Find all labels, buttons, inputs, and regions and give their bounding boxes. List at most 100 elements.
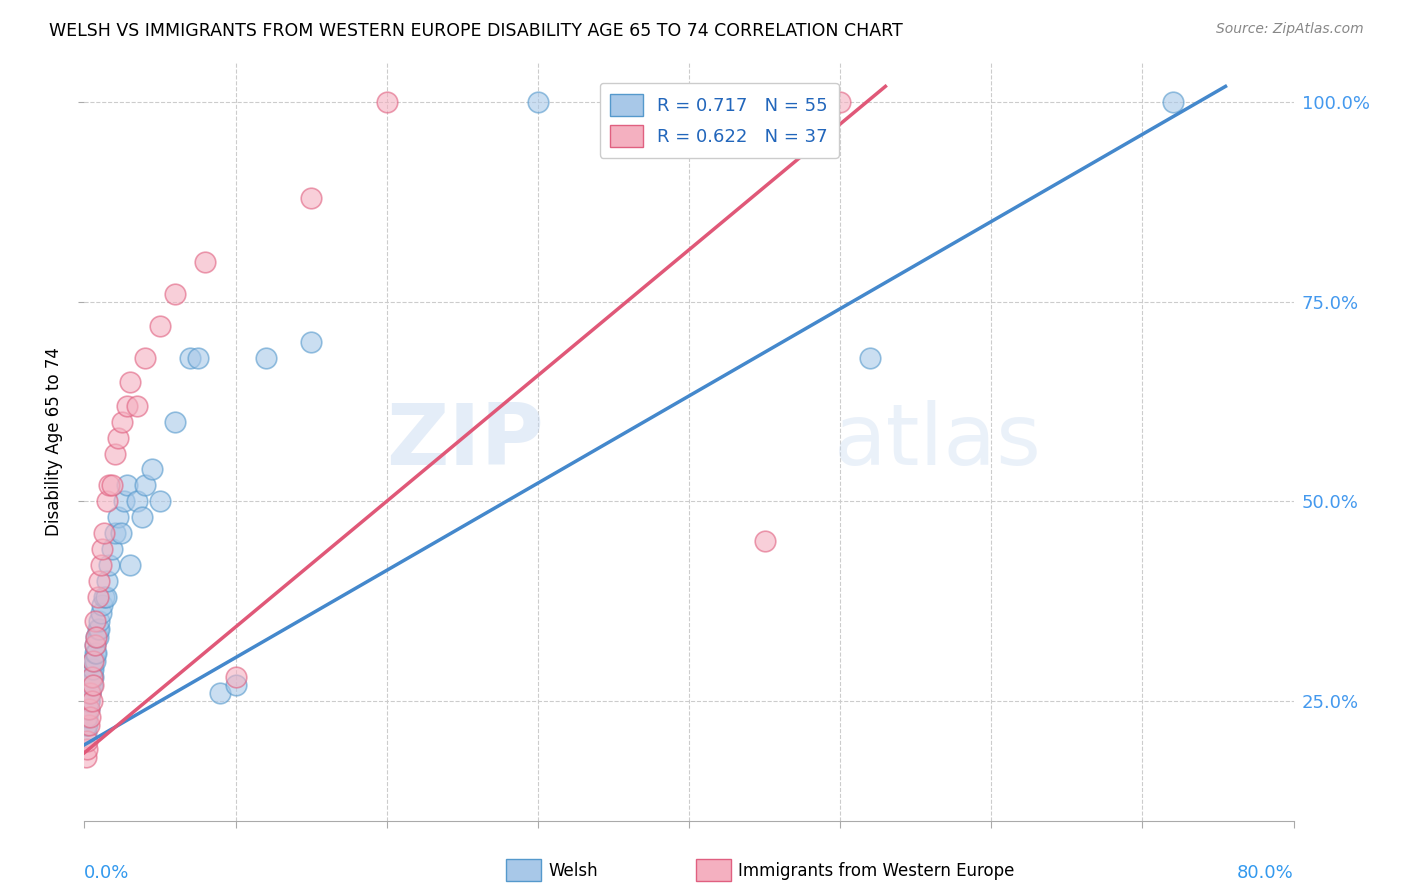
Point [87, 630, 110, 644]
Point [830, 95, 852, 110]
Point [89, 614, 111, 628]
Point [76, 718, 98, 732]
Point [93, 526, 115, 541]
Point [89, 622, 111, 636]
Point [82, 654, 104, 668]
Point [75, 749, 97, 764]
Point [104, 446, 127, 460]
Text: WELSH VS IMMIGRANTS FROM WESTERN EUROPE DISABILITY AGE 65 TO 74 CORRELATION CHAR: WELSH VS IMMIGRANTS FROM WESTERN EUROPE … [49, 22, 903, 40]
Point [254, 351, 277, 365]
Point [96, 494, 118, 508]
Point [179, 351, 201, 365]
Point [149, 318, 172, 333]
Point [94, 590, 117, 604]
Text: ZIP: ZIP [387, 400, 544, 483]
Point [80, 670, 103, 684]
Point [82, 678, 104, 692]
Point [754, 534, 776, 549]
Point [100, 478, 122, 492]
Point [86, 630, 108, 644]
Y-axis label: Disability Age 65 to 74: Disability Age 65 to 74 [45, 347, 63, 536]
Point [77, 702, 100, 716]
Point [91, 598, 114, 612]
Point [527, 95, 550, 110]
Text: Immigrants from Western Europe: Immigrants from Western Europe [738, 862, 1015, 880]
Point [84, 646, 107, 660]
Point [1161, 95, 1184, 110]
Point [225, 670, 247, 684]
Point [80, 694, 103, 708]
Point [165, 286, 187, 301]
Point [77, 702, 100, 716]
Point [75, 718, 97, 732]
Point [141, 462, 163, 476]
Text: 80.0%: 80.0% [1237, 863, 1294, 881]
Point [127, 399, 149, 413]
Point [90, 558, 112, 573]
Point [87, 622, 110, 636]
Point [75, 726, 97, 740]
Point [134, 478, 156, 492]
Point [209, 686, 232, 700]
Point [80, 670, 103, 684]
Point [96, 574, 118, 589]
Point [131, 510, 153, 524]
Point [86, 630, 108, 644]
Point [107, 510, 129, 524]
Point [187, 351, 209, 365]
Point [76, 741, 98, 756]
Point [82, 662, 104, 676]
Point [112, 494, 135, 508]
Point [115, 399, 138, 413]
Point [299, 334, 322, 349]
Point [82, 654, 104, 668]
Point [76, 734, 98, 748]
Point [79, 686, 101, 700]
Point [84, 614, 107, 628]
Point [77, 686, 100, 700]
Point [118, 375, 141, 389]
Point [194, 255, 217, 269]
Point [299, 191, 322, 205]
Point [77, 694, 100, 708]
Point [110, 526, 132, 541]
Point [91, 542, 114, 557]
Point [76, 702, 98, 716]
Point [127, 494, 149, 508]
Point [100, 542, 122, 557]
Point [89, 574, 111, 589]
Point [225, 678, 247, 692]
Point [80, 662, 103, 676]
Point [97, 558, 120, 573]
Point [134, 351, 156, 365]
Point [118, 558, 141, 573]
Point [375, 95, 398, 110]
Point [79, 686, 101, 700]
Point [84, 638, 107, 652]
Point [93, 590, 115, 604]
Point [111, 415, 134, 429]
Point [165, 415, 187, 429]
Point [104, 526, 127, 541]
Text: atlas: atlas [834, 400, 1042, 483]
Text: Welsh: Welsh [548, 862, 598, 880]
Point [79, 678, 101, 692]
Point [87, 590, 110, 604]
Point [107, 431, 129, 445]
Point [84, 638, 107, 652]
Point [80, 678, 103, 692]
Legend: R = 0.717   N = 55, R = 0.622   N = 37: R = 0.717 N = 55, R = 0.622 N = 37 [599, 83, 839, 158]
Point [79, 686, 101, 700]
Point [97, 478, 120, 492]
Text: Source: ZipAtlas.com: Source: ZipAtlas.com [1216, 22, 1364, 37]
Point [149, 494, 172, 508]
Point [77, 718, 100, 732]
Point [79, 710, 101, 724]
Text: 0.0%: 0.0% [84, 863, 129, 881]
Point [84, 654, 107, 668]
Point [76, 710, 98, 724]
Point [77, 694, 100, 708]
Point [859, 351, 882, 365]
Point [90, 606, 112, 620]
Point [82, 670, 104, 684]
